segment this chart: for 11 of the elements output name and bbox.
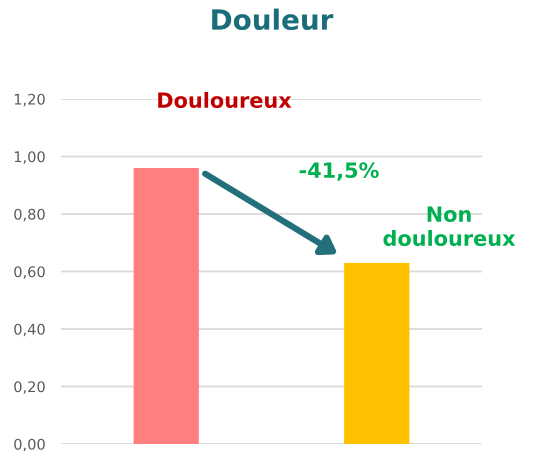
- x-tick-label: Non douloureux: [383, 206, 516, 246]
- y-tick-label: 0,20: [14, 381, 45, 394]
- y-tick-label: 0,60: [14, 266, 45, 279]
- x-tick-label: Douloureux: [158, 92, 292, 108]
- y-tick-label: 0,80: [14, 208, 45, 222]
- annotation: -41,5%: [300, 162, 379, 181]
- y-tick-label: 0,00: [14, 438, 45, 452]
- y-tick-label: 1,20: [14, 94, 45, 106]
- y-tick-label: 1,00: [14, 151, 45, 164]
- chart-title: Douleur: [212, 8, 334, 30]
- y-tick-label: 0,40: [14, 324, 45, 336]
